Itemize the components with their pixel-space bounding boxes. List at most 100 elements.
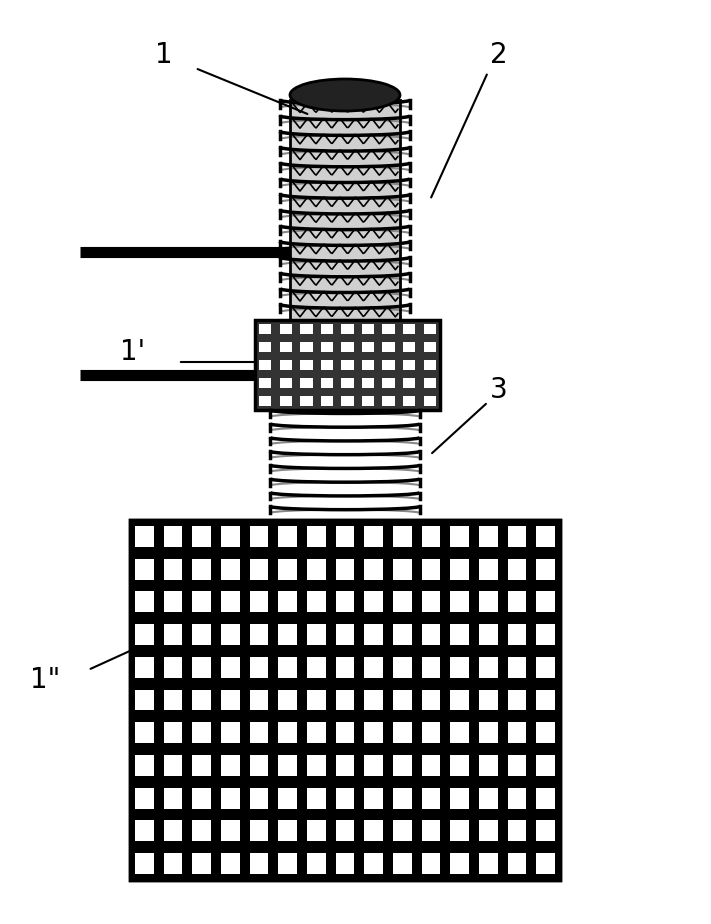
- Ellipse shape: [290, 79, 400, 111]
- Bar: [383, 378, 395, 388]
- Bar: [193, 821, 211, 842]
- Bar: [403, 395, 415, 407]
- Bar: [193, 591, 211, 613]
- Bar: [403, 323, 415, 334]
- Bar: [164, 624, 182, 645]
- Bar: [424, 359, 436, 371]
- Bar: [307, 723, 326, 743]
- Bar: [250, 657, 268, 677]
- Bar: [383, 342, 395, 352]
- Bar: [307, 591, 326, 613]
- Bar: [221, 821, 240, 842]
- Bar: [307, 657, 326, 677]
- Bar: [479, 755, 498, 776]
- Bar: [221, 559, 240, 579]
- Bar: [164, 526, 182, 547]
- Bar: [193, 657, 211, 677]
- Bar: [221, 657, 240, 677]
- Bar: [403, 342, 415, 352]
- Bar: [255, 320, 440, 410]
- Bar: [422, 689, 440, 711]
- Bar: [365, 689, 383, 711]
- Bar: [255, 320, 440, 410]
- Bar: [508, 853, 526, 874]
- Bar: [307, 624, 326, 645]
- Text: 2: 2: [490, 41, 508, 69]
- Bar: [336, 755, 354, 776]
- Bar: [537, 559, 555, 579]
- Bar: [307, 526, 326, 547]
- Bar: [479, 853, 498, 874]
- Bar: [424, 395, 436, 407]
- Bar: [336, 559, 354, 579]
- Bar: [250, 591, 268, 613]
- Bar: [193, 723, 211, 743]
- Bar: [135, 723, 154, 743]
- Bar: [393, 723, 412, 743]
- Bar: [135, 787, 154, 808]
- Bar: [250, 821, 268, 842]
- Bar: [250, 787, 268, 808]
- Bar: [537, 787, 555, 808]
- Bar: [422, 787, 440, 808]
- Bar: [393, 526, 412, 547]
- Bar: [250, 755, 268, 776]
- Bar: [221, 689, 240, 711]
- Bar: [279, 821, 296, 842]
- Bar: [479, 624, 498, 645]
- Bar: [300, 378, 313, 388]
- Bar: [321, 378, 333, 388]
- Bar: [451, 624, 469, 645]
- Bar: [479, 689, 498, 711]
- Bar: [221, 755, 240, 776]
- Bar: [336, 591, 354, 613]
- Bar: [537, 657, 555, 677]
- Bar: [290, 100, 400, 320]
- Bar: [259, 323, 272, 334]
- Bar: [307, 689, 326, 711]
- Bar: [164, 689, 182, 711]
- Bar: [193, 787, 211, 808]
- Bar: [383, 359, 395, 371]
- Bar: [403, 359, 415, 371]
- Bar: [250, 624, 268, 645]
- Text: 3: 3: [490, 376, 508, 404]
- Bar: [164, 559, 182, 579]
- Bar: [321, 359, 333, 371]
- Bar: [403, 378, 415, 388]
- Bar: [279, 559, 296, 579]
- Bar: [365, 755, 383, 776]
- Bar: [300, 323, 313, 334]
- Bar: [164, 787, 182, 808]
- Bar: [321, 323, 333, 334]
- Bar: [336, 853, 354, 874]
- Bar: [393, 624, 412, 645]
- Bar: [362, 323, 374, 334]
- Bar: [365, 853, 383, 874]
- Bar: [393, 787, 412, 808]
- Bar: [508, 723, 526, 743]
- Bar: [479, 657, 498, 677]
- Bar: [537, 853, 555, 874]
- Bar: [383, 323, 395, 334]
- Bar: [221, 787, 240, 808]
- Bar: [451, 591, 469, 613]
- Bar: [508, 657, 526, 677]
- Bar: [422, 624, 440, 645]
- Bar: [336, 787, 354, 808]
- Bar: [451, 853, 469, 874]
- Bar: [279, 624, 296, 645]
- Bar: [193, 853, 211, 874]
- Bar: [221, 526, 240, 547]
- Bar: [135, 526, 154, 547]
- Bar: [279, 591, 296, 613]
- Bar: [341, 323, 353, 334]
- Bar: [508, 591, 526, 613]
- Bar: [451, 526, 469, 547]
- Bar: [279, 755, 296, 776]
- Bar: [508, 755, 526, 776]
- Bar: [130, 520, 560, 880]
- Bar: [424, 378, 436, 388]
- Bar: [537, 689, 555, 711]
- Bar: [479, 821, 498, 842]
